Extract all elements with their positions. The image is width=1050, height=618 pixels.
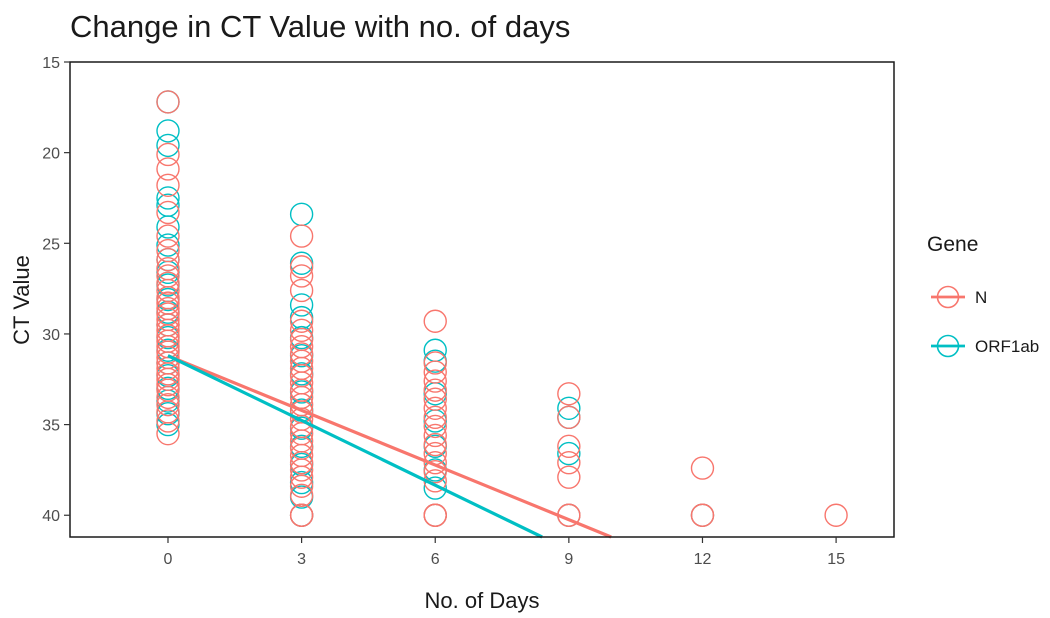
point-n-88 bbox=[557, 465, 581, 489]
point-n-3 bbox=[156, 173, 180, 197]
x-axis: 0 3 6 9 12 15 bbox=[164, 537, 845, 568]
trend-lines bbox=[167, 354, 612, 539]
point-n-61 bbox=[289, 474, 314, 498]
point-n-31 bbox=[156, 392, 180, 417]
point-n-76 bbox=[423, 432, 447, 457]
point-n-72 bbox=[423, 396, 447, 420]
x-tick-label-15: 15 bbox=[827, 551, 845, 568]
point-orf1ab-2 bbox=[156, 133, 180, 158]
point-n-70 bbox=[423, 378, 447, 402]
x-tick-label-9: 9 bbox=[564, 551, 573, 568]
point-n-2 bbox=[156, 157, 180, 181]
y-tick-label-35: 35 bbox=[42, 418, 60, 435]
point-n-71 bbox=[423, 387, 447, 411]
y-tick-label-15: 15 bbox=[42, 55, 60, 72]
point-n-35 bbox=[289, 224, 314, 248]
point-n-37 bbox=[289, 264, 314, 288]
x-tick-label-6: 6 bbox=[431, 551, 440, 568]
point-n-69 bbox=[423, 369, 447, 393]
plot-panel-border bbox=[69, 61, 895, 538]
point-n-67 bbox=[423, 351, 447, 375]
point-orf1ab-1 bbox=[156, 119, 180, 143]
point-orf1ab-5 bbox=[156, 215, 180, 239]
point-n-58 bbox=[289, 450, 314, 475]
point-n-4 bbox=[156, 200, 180, 225]
point-orf1ab-45 bbox=[557, 396, 581, 420]
point-n-62 bbox=[289, 483, 314, 507]
point-n-36 bbox=[289, 255, 314, 279]
trend-line-n bbox=[167, 354, 612, 539]
point-orf1ab-43 bbox=[423, 476, 447, 500]
point-n-1 bbox=[156, 142, 180, 167]
point-n-75 bbox=[423, 423, 447, 448]
y-tick-label-40: 40 bbox=[42, 508, 60, 525]
chart-title: Change in CT Value with no. of days bbox=[70, 9, 570, 44]
point-n-87 bbox=[557, 450, 581, 475]
data-points bbox=[156, 90, 848, 527]
point-orf1ab-23 bbox=[289, 293, 314, 317]
point-n-34 bbox=[156, 421, 180, 446]
point-n-94 bbox=[824, 503, 848, 527]
point-n-93 bbox=[690, 503, 715, 527]
point-n-28 bbox=[156, 373, 180, 397]
legend-label-orf1ab: ORF1ab bbox=[975, 337, 1039, 356]
legend-item-orf1ab: ORF1ab bbox=[931, 334, 1039, 358]
x-tick-label-0: 0 bbox=[164, 551, 173, 568]
point-n-39 bbox=[289, 309, 314, 333]
point-n-68 bbox=[423, 360, 447, 384]
point-n-26 bbox=[156, 362, 180, 386]
point-n-7 bbox=[156, 247, 180, 272]
point-n-84 bbox=[557, 382, 581, 406]
point-n-74 bbox=[423, 414, 447, 439]
y-tick-label-20: 20 bbox=[42, 146, 60, 163]
point-n-78 bbox=[423, 450, 447, 475]
point-n-27 bbox=[156, 367, 180, 391]
y-axis: 15 20 25 30 35 40 bbox=[42, 55, 70, 525]
point-n-6 bbox=[156, 238, 180, 263]
point-n-65 bbox=[289, 503, 314, 527]
point-n-5 bbox=[156, 224, 180, 248]
legend-item-n: N bbox=[931, 285, 987, 309]
point-orf1ab-21 bbox=[289, 202, 314, 226]
point-n-10 bbox=[156, 271, 180, 295]
point-n-86 bbox=[557, 434, 581, 459]
x-axis-title: No. of Days bbox=[425, 588, 540, 613]
point-n-38 bbox=[289, 278, 314, 303]
x-tick-label-3: 3 bbox=[297, 551, 306, 568]
point-n-85 bbox=[557, 405, 581, 430]
point-n-66 bbox=[423, 309, 447, 333]
point-n-33 bbox=[156, 409, 180, 433]
x-tick-label-12: 12 bbox=[694, 551, 712, 568]
point-n-30 bbox=[156, 385, 180, 410]
point-n-0 bbox=[156, 90, 180, 114]
y-tick-label-30: 30 bbox=[42, 327, 60, 344]
y-axis-title: CT Value bbox=[9, 255, 34, 345]
trend-line-orf1ab bbox=[167, 354, 543, 539]
point-n-59 bbox=[289, 458, 314, 482]
y-tick-label-25: 25 bbox=[42, 236, 60, 253]
legend: Gene N ORF1ab bbox=[927, 233, 1039, 358]
point-n-79 bbox=[423, 460, 447, 484]
point-n-83 bbox=[423, 503, 447, 527]
point-n-60 bbox=[289, 465, 314, 489]
point-n-73 bbox=[423, 405, 447, 430]
point-orf1ab-6 bbox=[156, 233, 180, 257]
point-orf1ab-3 bbox=[156, 186, 180, 210]
point-orf1ab-47 bbox=[557, 441, 581, 466]
point-n-11 bbox=[156, 278, 180, 303]
point-n-40 bbox=[289, 318, 314, 343]
legend-label-n: N bbox=[975, 288, 987, 307]
point-n-91 bbox=[690, 456, 715, 480]
legend-title: Gene bbox=[927, 233, 978, 256]
